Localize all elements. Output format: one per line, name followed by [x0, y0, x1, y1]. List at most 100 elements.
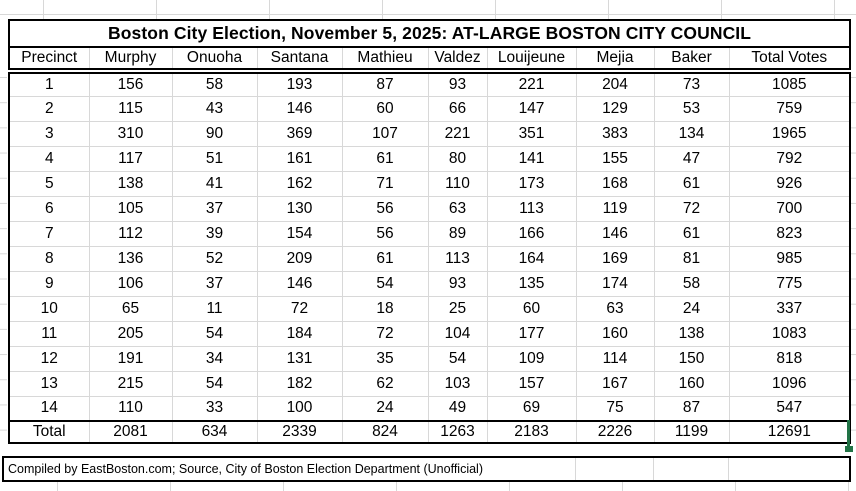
- vote-cell[interactable]: 72: [256, 295, 343, 322]
- vote-cell[interactable]: 25: [427, 295, 488, 322]
- vote-cell[interactable]: 221: [486, 70, 577, 97]
- vote-cell[interactable]: 157: [486, 370, 577, 397]
- vote-cell[interactable]: 65: [88, 295, 173, 322]
- vote-cell[interactable]: 90: [171, 120, 258, 147]
- vote-cell[interactable]: 138: [88, 170, 173, 197]
- vote-cell[interactable]: 115: [88, 95, 173, 122]
- vote-cell[interactable]: 39: [171, 220, 258, 247]
- table-title[interactable]: Boston City Election, November 5, 2025: …: [9, 20, 851, 48]
- vote-cell[interactable]: 72: [341, 320, 429, 347]
- vote-cell[interactable]: 89: [427, 220, 488, 247]
- vote-cell[interactable]: 130: [256, 195, 343, 222]
- vote-cell[interactable]: 34: [171, 345, 258, 372]
- vote-cell[interactable]: 221: [427, 120, 488, 147]
- vote-cell[interactable]: 47: [653, 145, 730, 172]
- vote-cell[interactable]: 146: [256, 270, 343, 297]
- vote-cell[interactable]: 75: [575, 395, 655, 422]
- vote-cell[interactable]: 138: [653, 320, 730, 347]
- vote-cell[interactable]: 160: [653, 370, 730, 397]
- vote-cell[interactable]: 69: [486, 395, 577, 422]
- vote-cell[interactable]: 43: [171, 95, 258, 122]
- column-header-baker[interactable]: Baker: [653, 47, 730, 74]
- column-header-mathieu[interactable]: Mathieu: [341, 47, 429, 74]
- vote-cell[interactable]: 110: [88, 395, 173, 422]
- vote-cell[interactable]: 547: [728, 395, 851, 422]
- vote-cell[interactable]: 41: [171, 170, 258, 197]
- vote-cell[interactable]: 759: [728, 95, 851, 122]
- vote-cell[interactable]: 37: [171, 195, 258, 222]
- vote-cell[interactable]: 81: [653, 245, 730, 272]
- vote-cell[interactable]: 160: [575, 320, 655, 347]
- vote-cell[interactable]: 136: [88, 245, 173, 272]
- vote-cell[interactable]: 162: [256, 170, 343, 197]
- vote-cell[interactable]: 109: [486, 345, 577, 372]
- vote-cell[interactable]: 56: [341, 220, 429, 247]
- precinct-cell[interactable]: 5: [8, 170, 90, 197]
- vote-cell[interactable]: 792: [728, 145, 851, 172]
- vote-cell[interactable]: 2081: [88, 420, 173, 443]
- vote-cell[interactable]: 24: [341, 395, 429, 422]
- column-header-louijeune[interactable]: Louijeune: [486, 47, 577, 74]
- column-header-valdez[interactable]: Valdez: [427, 47, 488, 74]
- vote-cell[interactable]: 1263: [427, 420, 488, 443]
- vote-cell[interactable]: 182: [256, 370, 343, 397]
- column-header-santana[interactable]: Santana: [256, 47, 343, 74]
- vote-cell[interactable]: 58: [171, 70, 258, 97]
- precinct-cell[interactable]: 6: [8, 195, 90, 222]
- column-header-precinct[interactable]: Precinct: [8, 47, 90, 74]
- vote-cell[interactable]: 87: [341, 70, 429, 97]
- vote-cell[interactable]: 18: [341, 295, 429, 322]
- vote-cell[interactable]: 147: [486, 95, 577, 122]
- vote-cell[interactable]: 164: [486, 245, 577, 272]
- vote-cell[interactable]: 1199: [653, 420, 730, 443]
- precinct-cell[interactable]: 13: [8, 370, 90, 397]
- vote-cell[interactable]: 100: [256, 395, 343, 422]
- vote-cell[interactable]: 204: [575, 70, 655, 97]
- vote-cell[interactable]: 60: [341, 95, 429, 122]
- vote-cell[interactable]: 146: [575, 220, 655, 247]
- vote-cell[interactable]: 168: [575, 170, 655, 197]
- precinct-cell[interactable]: 12: [8, 345, 90, 372]
- vote-cell[interactable]: 926: [728, 170, 851, 197]
- vote-cell[interactable]: 117: [88, 145, 173, 172]
- vote-cell[interactable]: 2183: [486, 420, 577, 443]
- vote-cell[interactable]: 12691: [728, 420, 851, 443]
- precinct-cell[interactable]: 9: [8, 270, 90, 297]
- vote-cell[interactable]: 1965: [728, 120, 851, 147]
- column-header-onuoha[interactable]: Onuoha: [171, 47, 258, 74]
- vote-cell[interactable]: 369: [256, 120, 343, 147]
- vote-cell[interactable]: 87: [653, 395, 730, 422]
- vote-cell[interactable]: 51: [171, 145, 258, 172]
- vote-cell[interactable]: 129: [575, 95, 655, 122]
- vote-cell[interactable]: 66: [427, 95, 488, 122]
- vote-cell[interactable]: 106: [88, 270, 173, 297]
- vote-cell[interactable]: 135: [486, 270, 577, 297]
- vote-cell[interactable]: 177: [486, 320, 577, 347]
- vote-cell[interactable]: 154: [256, 220, 343, 247]
- vote-cell[interactable]: 35: [341, 345, 429, 372]
- vote-cell[interactable]: 61: [341, 145, 429, 172]
- vote-cell[interactable]: 1083: [728, 320, 851, 347]
- vote-cell[interactable]: 205: [88, 320, 173, 347]
- precinct-cell[interactable]: 14: [8, 395, 90, 422]
- precinct-cell[interactable]: 2: [8, 95, 90, 122]
- vote-cell[interactable]: 824: [341, 420, 429, 443]
- vote-cell[interactable]: 104: [427, 320, 488, 347]
- vote-cell[interactable]: 1096: [728, 370, 851, 397]
- precinct-cell[interactable]: 10: [8, 295, 90, 322]
- vote-cell[interactable]: 700: [728, 195, 851, 222]
- precinct-cell[interactable]: 8: [8, 245, 90, 272]
- vote-cell[interactable]: 53: [653, 95, 730, 122]
- vote-cell[interactable]: 61: [341, 245, 429, 272]
- precinct-cell[interactable]: 4: [8, 145, 90, 172]
- column-header-murphy[interactable]: Murphy: [88, 47, 173, 74]
- vote-cell[interactable]: 114: [575, 345, 655, 372]
- vote-cell[interactable]: 985: [728, 245, 851, 272]
- vote-cell[interactable]: 61: [653, 170, 730, 197]
- vote-cell[interactable]: 156: [88, 70, 173, 97]
- vote-cell[interactable]: 33: [171, 395, 258, 422]
- vote-cell[interactable]: 131: [256, 345, 343, 372]
- precinct-cell[interactable]: 3: [8, 120, 90, 147]
- selection-fill-handle[interactable]: [845, 446, 853, 452]
- vote-cell[interactable]: 113: [427, 245, 488, 272]
